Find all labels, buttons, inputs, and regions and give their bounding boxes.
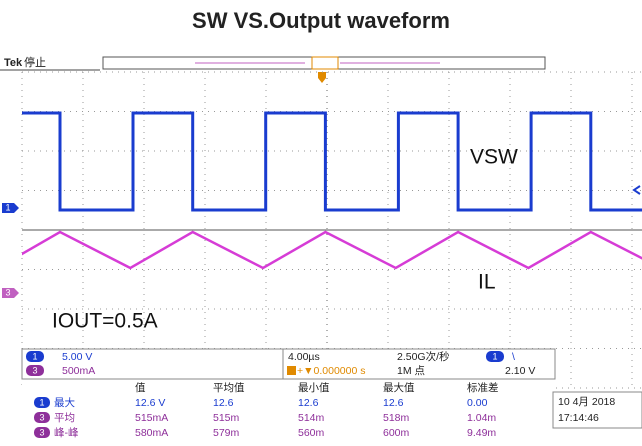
meas-channel: 3: [39, 427, 44, 437]
meas-value: 12.6: [383, 397, 404, 409]
meas-name: 最大: [54, 396, 75, 409]
ch3-label: IL: [478, 271, 496, 294]
meas-header: 标准差: [467, 381, 499, 394]
trigger-level: 2.10 V: [505, 365, 535, 377]
time-scale: 4.00µs: [288, 351, 320, 363]
trigger-channel: 1: [492, 351, 497, 361]
meas-value: 515mA: [135, 412, 168, 424]
date: 10 4月 2018: [558, 396, 615, 408]
ch3-marker-label: 3: [5, 287, 10, 297]
meas-value: 600m: [383, 427, 410, 439]
acq-state: 停止: [24, 55, 46, 69]
meas-value: 1.04m: [467, 412, 496, 424]
meas-value: 518m: [383, 412, 410, 424]
meas-value: 515m: [213, 412, 240, 424]
scope-screen: SW VS.Output waveform Tek 停止 1 3 VSW IL …: [0, 0, 642, 446]
ch3-badge-label: 3: [32, 365, 37, 375]
trigger-position: +▼0.000000 s: [297, 365, 366, 377]
meas-value: 12.6 V: [135, 397, 165, 409]
meas-header: 最大值: [383, 381, 415, 394]
record-length: 1M 点: [397, 365, 425, 377]
meas-value: 12.6: [298, 397, 319, 409]
trigger-slope: \: [512, 351, 515, 363]
brand: Tek: [4, 57, 23, 69]
ch1-marker-label: 1: [5, 202, 10, 212]
time: 17:14:46: [558, 412, 599, 424]
meas-header: 平均值: [213, 381, 245, 394]
ch3-scale: 500mA: [62, 365, 95, 377]
meas-value: 579m: [213, 427, 240, 439]
meas-value: 9.49m: [467, 427, 496, 439]
note-label: IOUT=0.5A: [52, 310, 158, 333]
title: SW VS.Output waveform: [192, 8, 450, 33]
meas-value: 514m: [298, 412, 325, 424]
meas-value: 580mA: [135, 427, 168, 439]
ch1-label: VSW: [470, 146, 518, 169]
meas-header: 最小值: [298, 381, 330, 394]
meas-value: 560m: [298, 427, 325, 439]
meas-header: 值: [135, 381, 146, 394]
meas-value: 0.00: [467, 397, 488, 409]
trigger-icon: [287, 366, 296, 375]
ch1-scale: 5.00 V: [62, 351, 92, 363]
meas-value: 12.6: [213, 397, 234, 409]
meas-channel: 1: [39, 397, 44, 407]
sample-rate: 2.50G次/秒: [397, 350, 450, 363]
meas-name: 平均: [54, 412, 75, 424]
meas-name: 峰-峰: [54, 427, 79, 439]
meas-channel: 3: [39, 412, 44, 422]
ch1-badge-label: 1: [32, 351, 37, 361]
